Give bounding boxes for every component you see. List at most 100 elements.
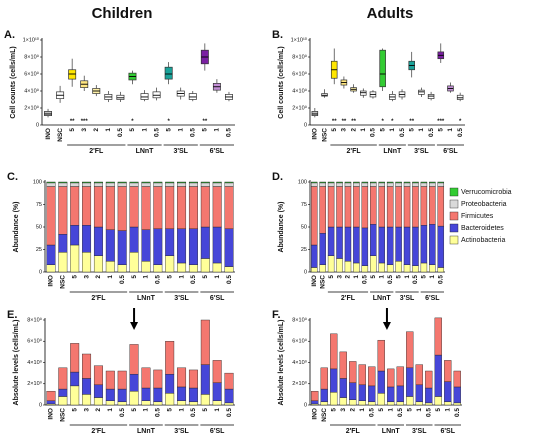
bar-segment bbox=[387, 401, 395, 406]
x-tick-label: 3 bbox=[336, 275, 343, 279]
x-tick-label: 1 bbox=[359, 408, 366, 412]
x-tick-label: NSC bbox=[60, 275, 67, 289]
x-tick-label: 5 bbox=[435, 408, 442, 412]
bar-segment bbox=[310, 267, 318, 273]
y-tick-label: 8×10⁹ bbox=[292, 316, 307, 323]
x-tick-label: 0.5 bbox=[117, 128, 124, 137]
bar-segment bbox=[177, 182, 187, 187]
bar-segment bbox=[378, 182, 385, 187]
bar-segment bbox=[129, 373, 139, 392]
group-label: 3'SL bbox=[173, 148, 188, 155]
x-tick-label: 5 bbox=[166, 408, 173, 412]
bar-segment bbox=[165, 228, 175, 257]
y-axis-title: Absolute levels (cells/mL) bbox=[13, 320, 20, 406]
bar-segment bbox=[386, 186, 394, 228]
x-tick-label: 0.5 bbox=[155, 408, 162, 417]
bar-segment bbox=[370, 182, 377, 187]
bar-segment bbox=[224, 402, 234, 406]
x-tick-label: 5 bbox=[330, 408, 337, 412]
bar-segment bbox=[377, 393, 385, 406]
group-label: 2'FL bbox=[341, 295, 356, 302]
box bbox=[379, 49, 386, 88]
x-tick-label: NSC bbox=[321, 408, 328, 422]
bar-segment bbox=[165, 186, 175, 229]
bar-segment bbox=[396, 385, 404, 403]
x-tick-label: 0.5 bbox=[155, 275, 162, 284]
bar-segment bbox=[212, 226, 222, 264]
group-label: 2'FL bbox=[346, 428, 361, 435]
bar-segment bbox=[319, 181, 326, 184]
bar-segment bbox=[188, 401, 198, 406]
bar-segment bbox=[336, 186, 343, 228]
panel-label: A. bbox=[4, 29, 15, 41]
bar-segment bbox=[46, 182, 56, 187]
bar-segment bbox=[378, 181, 385, 184]
bar-segment bbox=[200, 319, 210, 365]
bar-segment bbox=[177, 186, 187, 229]
bar-segment bbox=[429, 182, 436, 187]
y-axis-title: Abundance (%) bbox=[13, 202, 20, 253]
bar-segment bbox=[377, 339, 385, 372]
group-label: 2'FL bbox=[91, 428, 106, 435]
bar-segment bbox=[434, 396, 442, 406]
bar-segment bbox=[339, 397, 347, 406]
bar-segment bbox=[93, 226, 103, 256]
x-tick-label: 1 bbox=[214, 128, 221, 132]
bar-segment bbox=[434, 317, 442, 356]
bar-segment bbox=[429, 224, 436, 266]
y-tick-label: 6×10⁹ bbox=[27, 338, 42, 345]
bar-segment bbox=[105, 182, 115, 187]
y-tick-label: 100 bbox=[33, 179, 42, 185]
y-tick-label: 4×10⁹ bbox=[27, 359, 42, 366]
bar-segment bbox=[395, 261, 402, 273]
group-label: 6'SL bbox=[210, 428, 225, 435]
x-tick-label: 2 bbox=[345, 275, 352, 279]
x-tick-label: 5 bbox=[69, 128, 76, 132]
bar-segment bbox=[358, 364, 366, 386]
bar-segment bbox=[420, 186, 428, 226]
bar-segment bbox=[188, 186, 198, 229]
bar-segment bbox=[429, 264, 436, 273]
x-tick-label: 5 bbox=[379, 128, 386, 132]
bar-segment bbox=[188, 264, 198, 273]
bar-segment bbox=[310, 182, 318, 187]
bar-segment bbox=[117, 401, 127, 406]
panel-label: D. bbox=[272, 171, 283, 183]
bar-segment bbox=[46, 186, 56, 246]
bar-segment bbox=[188, 387, 198, 403]
bar-segment bbox=[70, 182, 80, 187]
x-tick-label: 0.5 bbox=[368, 408, 375, 417]
x-tick-label: 5 bbox=[328, 275, 335, 279]
bar-segment bbox=[444, 360, 452, 382]
x-tick-label: INO bbox=[48, 275, 55, 287]
x-tick-label: 3 bbox=[340, 408, 347, 412]
legend-label: Actinobacteria bbox=[461, 237, 505, 244]
x-tick-label: 5 bbox=[71, 275, 78, 279]
y-tick-label: 0 bbox=[36, 122, 39, 128]
x-tick-label: 1 bbox=[429, 275, 436, 279]
bar-segment bbox=[93, 365, 103, 386]
x-tick-label: 1 bbox=[404, 275, 411, 279]
x-tick-label: 0.5 bbox=[454, 408, 461, 417]
x-tick-label: 5 bbox=[131, 275, 138, 279]
significance: ** bbox=[409, 119, 414, 125]
group-label: LNnT bbox=[382, 428, 401, 435]
group-label: 6'SL bbox=[425, 295, 440, 302]
x-tick-label: 0.5 bbox=[438, 275, 445, 284]
x-tick-label: 0.5 bbox=[362, 275, 369, 284]
bar-segment bbox=[105, 186, 115, 230]
x-tick-label: 1 bbox=[143, 408, 150, 412]
bar-segment bbox=[336, 226, 343, 259]
y-axis-title: Abundance (%) bbox=[278, 202, 285, 253]
bar-segment bbox=[412, 186, 419, 228]
x-tick-label: 5 bbox=[129, 128, 136, 132]
y-tick-label: 1×10¹⁰ bbox=[291, 36, 308, 43]
bar-segment bbox=[82, 186, 92, 226]
bar-segment bbox=[353, 226, 360, 264]
significance: *** bbox=[81, 119, 89, 125]
x-tick-label: 0.5 bbox=[428, 128, 435, 137]
significance: ** bbox=[351, 119, 356, 125]
x-tick-label: 1 bbox=[353, 275, 360, 279]
x-tick-label: 0.5 bbox=[425, 408, 432, 417]
bar-segment bbox=[165, 181, 175, 184]
